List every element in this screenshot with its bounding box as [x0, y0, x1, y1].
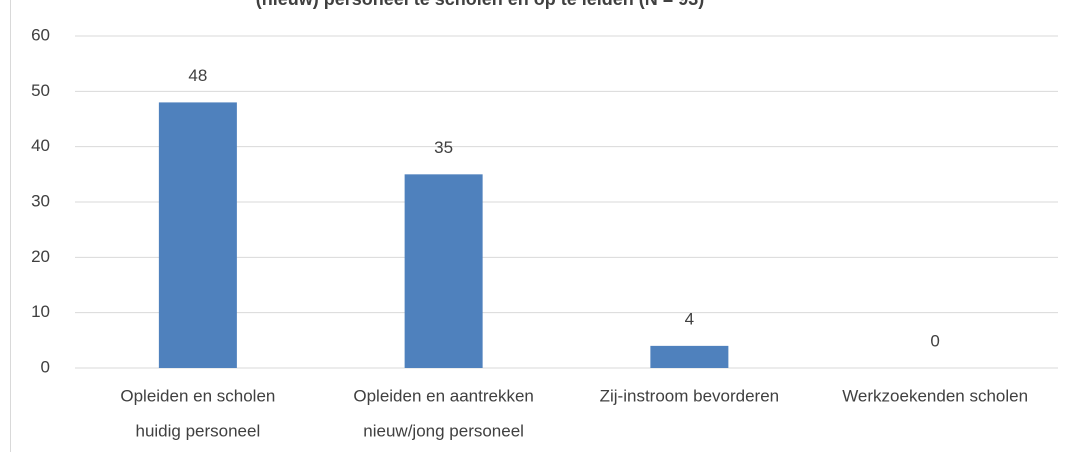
x-tick-label: Opleiden en scholen [120, 386, 275, 405]
data-label: 4 [685, 309, 694, 328]
x-tick-label: huidig personeel [135, 421, 260, 440]
bar [650, 345, 729, 368]
y-tick-label: 50 [31, 81, 50, 100]
data-label: 35 [434, 138, 453, 157]
chart-title: (nieuw) personeel te scholen en op te le… [256, 0, 705, 9]
data-label: 48 [188, 66, 207, 85]
y-tick-label: 30 [31, 191, 50, 210]
x-tick-label: nieuw/jong personeel [363, 421, 524, 440]
y-tick-label: 60 [31, 25, 50, 44]
y-tick-label: 40 [31, 136, 50, 155]
x-tick-label: Werkzoekenden scholen [842, 386, 1028, 405]
bar [404, 174, 483, 368]
x-tick-label: Opleiden en aantrekken [353, 386, 534, 405]
data-label: 0 [930, 331, 939, 350]
y-tick-label: 10 [31, 302, 50, 321]
bar [158, 102, 237, 369]
x-tick-label: Zij-instroom bevorderen [600, 386, 780, 405]
y-tick-label: 0 [41, 357, 50, 376]
y-tick-label: 20 [31, 247, 50, 266]
